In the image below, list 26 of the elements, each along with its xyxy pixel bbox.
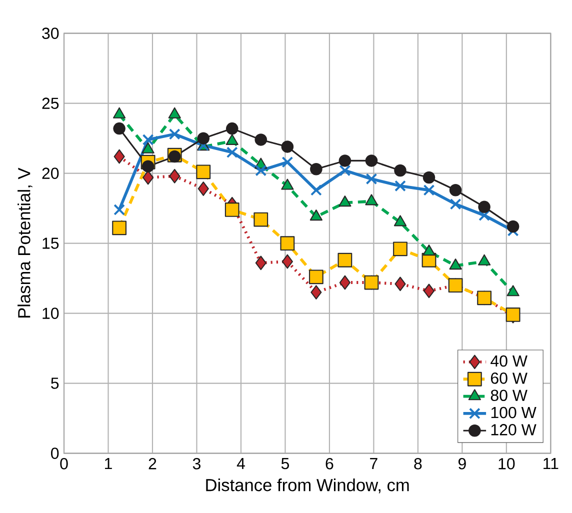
legend-label: 60 W	[491, 372, 528, 384]
x-axis-title: Distance from Window, cm	[206, 478, 409, 494]
x-tick-label: 10	[498, 458, 515, 470]
y-axis-title: Plasma Potential, V	[18, 168, 32, 318]
y-tick-label: 25	[42, 98, 59, 109]
x-tick-label: 5	[281, 458, 289, 470]
x-tick-label: 7	[370, 458, 378, 469]
x-tick-label: 0	[60, 458, 68, 470]
y-tick-label: 5	[51, 378, 59, 389]
legend-label: 120 W	[491, 424, 536, 436]
legend-label: 80 W	[490, 390, 528, 401]
x-tick-label: 1	[105, 458, 112, 469]
y-tick-label: 30	[42, 28, 59, 39]
x-tick-label: 11	[544, 458, 558, 469]
y-tick-label: 20	[42, 168, 59, 179]
x-tick-label: 9	[458, 458, 466, 470]
y-tick-label: 0	[51, 448, 59, 459]
x-tick-label: 2	[148, 458, 156, 470]
x-tick-label: 8	[414, 458, 422, 470]
y-tick-label: 10	[42, 308, 59, 319]
x-tick-label: 4	[236, 458, 245, 469]
legend-label: 100 W	[491, 406, 536, 418]
y-tick-label: 15	[42, 238, 59, 249]
legend-label: 40 W	[490, 355, 528, 367]
x-tick-label: 3	[192, 458, 200, 470]
x-tick-label: 6	[326, 458, 334, 470]
